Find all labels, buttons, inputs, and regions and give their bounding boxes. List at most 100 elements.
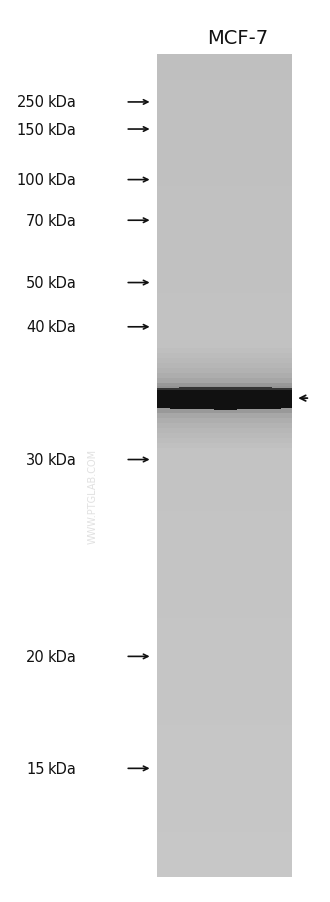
Bar bbox=[157, 383, 292, 413]
Bar bbox=[197, 388, 199, 410]
Bar bbox=[157, 264, 292, 270]
Bar bbox=[157, 868, 292, 872]
Bar bbox=[157, 576, 292, 581]
Text: kDa: kDa bbox=[48, 173, 77, 188]
Bar bbox=[157, 478, 292, 483]
Bar bbox=[157, 252, 292, 257]
Bar bbox=[157, 445, 292, 450]
Text: 50: 50 bbox=[26, 276, 45, 290]
Bar bbox=[260, 388, 262, 410]
Bar bbox=[157, 687, 292, 692]
Bar bbox=[157, 281, 292, 286]
Bar bbox=[157, 306, 292, 310]
Bar bbox=[277, 388, 279, 410]
Bar bbox=[157, 420, 292, 426]
Bar bbox=[157, 601, 292, 606]
Bar bbox=[157, 818, 292, 824]
Bar bbox=[157, 786, 292, 790]
Bar bbox=[157, 724, 292, 729]
Bar bbox=[157, 453, 292, 458]
Bar bbox=[241, 387, 243, 410]
Bar bbox=[157, 389, 159, 409]
Bar bbox=[202, 388, 205, 410]
Bar bbox=[279, 388, 280, 410]
Bar bbox=[157, 207, 292, 212]
Bar bbox=[157, 695, 292, 700]
Bar bbox=[157, 815, 292, 819]
Bar bbox=[157, 364, 292, 433]
Bar bbox=[157, 215, 292, 220]
Bar bbox=[157, 744, 292, 750]
Bar bbox=[157, 457, 292, 462]
Bar bbox=[157, 494, 292, 499]
Bar bbox=[157, 671, 292, 676]
Bar bbox=[167, 389, 169, 409]
Text: 20: 20 bbox=[26, 649, 45, 664]
Bar bbox=[157, 124, 292, 130]
Bar bbox=[258, 388, 260, 410]
Bar bbox=[157, 338, 292, 344]
Bar bbox=[231, 387, 233, 410]
Bar bbox=[157, 56, 292, 877]
Bar bbox=[157, 543, 292, 548]
Bar bbox=[196, 388, 198, 410]
Bar bbox=[157, 654, 292, 659]
Text: 70: 70 bbox=[26, 214, 45, 228]
Bar bbox=[256, 388, 259, 410]
Text: kDa: kDa bbox=[48, 761, 77, 776]
Bar bbox=[157, 359, 292, 364]
Bar bbox=[157, 232, 292, 236]
Bar bbox=[157, 461, 292, 466]
Bar bbox=[157, 240, 292, 244]
Bar bbox=[157, 699, 292, 704]
Bar bbox=[157, 498, 292, 503]
Bar bbox=[157, 133, 292, 138]
Bar bbox=[255, 388, 257, 410]
Bar bbox=[157, 843, 292, 848]
Bar bbox=[157, 736, 292, 741]
Bar bbox=[201, 388, 203, 410]
Bar bbox=[253, 388, 255, 410]
Bar bbox=[157, 195, 292, 199]
Text: 250: 250 bbox=[16, 96, 45, 110]
Bar bbox=[157, 798, 292, 803]
Bar bbox=[157, 650, 292, 655]
Bar bbox=[157, 757, 292, 762]
Bar bbox=[157, 369, 292, 428]
Bar bbox=[157, 741, 292, 745]
Text: 100: 100 bbox=[16, 173, 45, 188]
Bar bbox=[157, 261, 292, 265]
Bar bbox=[199, 388, 201, 410]
Bar bbox=[157, 826, 292, 832]
Bar bbox=[157, 437, 292, 442]
Bar bbox=[157, 839, 292, 844]
Bar bbox=[157, 630, 292, 635]
Bar bbox=[157, 646, 292, 651]
Bar bbox=[181, 388, 182, 410]
Bar bbox=[157, 548, 292, 553]
Bar bbox=[157, 835, 292, 840]
Bar bbox=[157, 781, 292, 787]
Bar bbox=[157, 244, 292, 249]
Bar bbox=[211, 387, 213, 410]
Bar bbox=[157, 568, 292, 573]
Text: kDa: kDa bbox=[48, 276, 77, 290]
Bar bbox=[157, 227, 292, 233]
Bar bbox=[157, 428, 292, 434]
Bar bbox=[157, 580, 292, 585]
Bar bbox=[157, 277, 292, 281]
Bar bbox=[272, 388, 274, 410]
Bar bbox=[238, 387, 240, 410]
Bar bbox=[157, 145, 292, 151]
Bar bbox=[157, 507, 292, 511]
Bar bbox=[157, 871, 292, 877]
Bar bbox=[157, 92, 292, 97]
Bar bbox=[157, 749, 292, 754]
Bar bbox=[157, 351, 292, 355]
Bar bbox=[157, 482, 292, 487]
Bar bbox=[157, 219, 292, 225]
Bar bbox=[157, 707, 292, 713]
Bar bbox=[219, 387, 221, 410]
Bar bbox=[157, 105, 292, 109]
Bar bbox=[157, 161, 292, 167]
